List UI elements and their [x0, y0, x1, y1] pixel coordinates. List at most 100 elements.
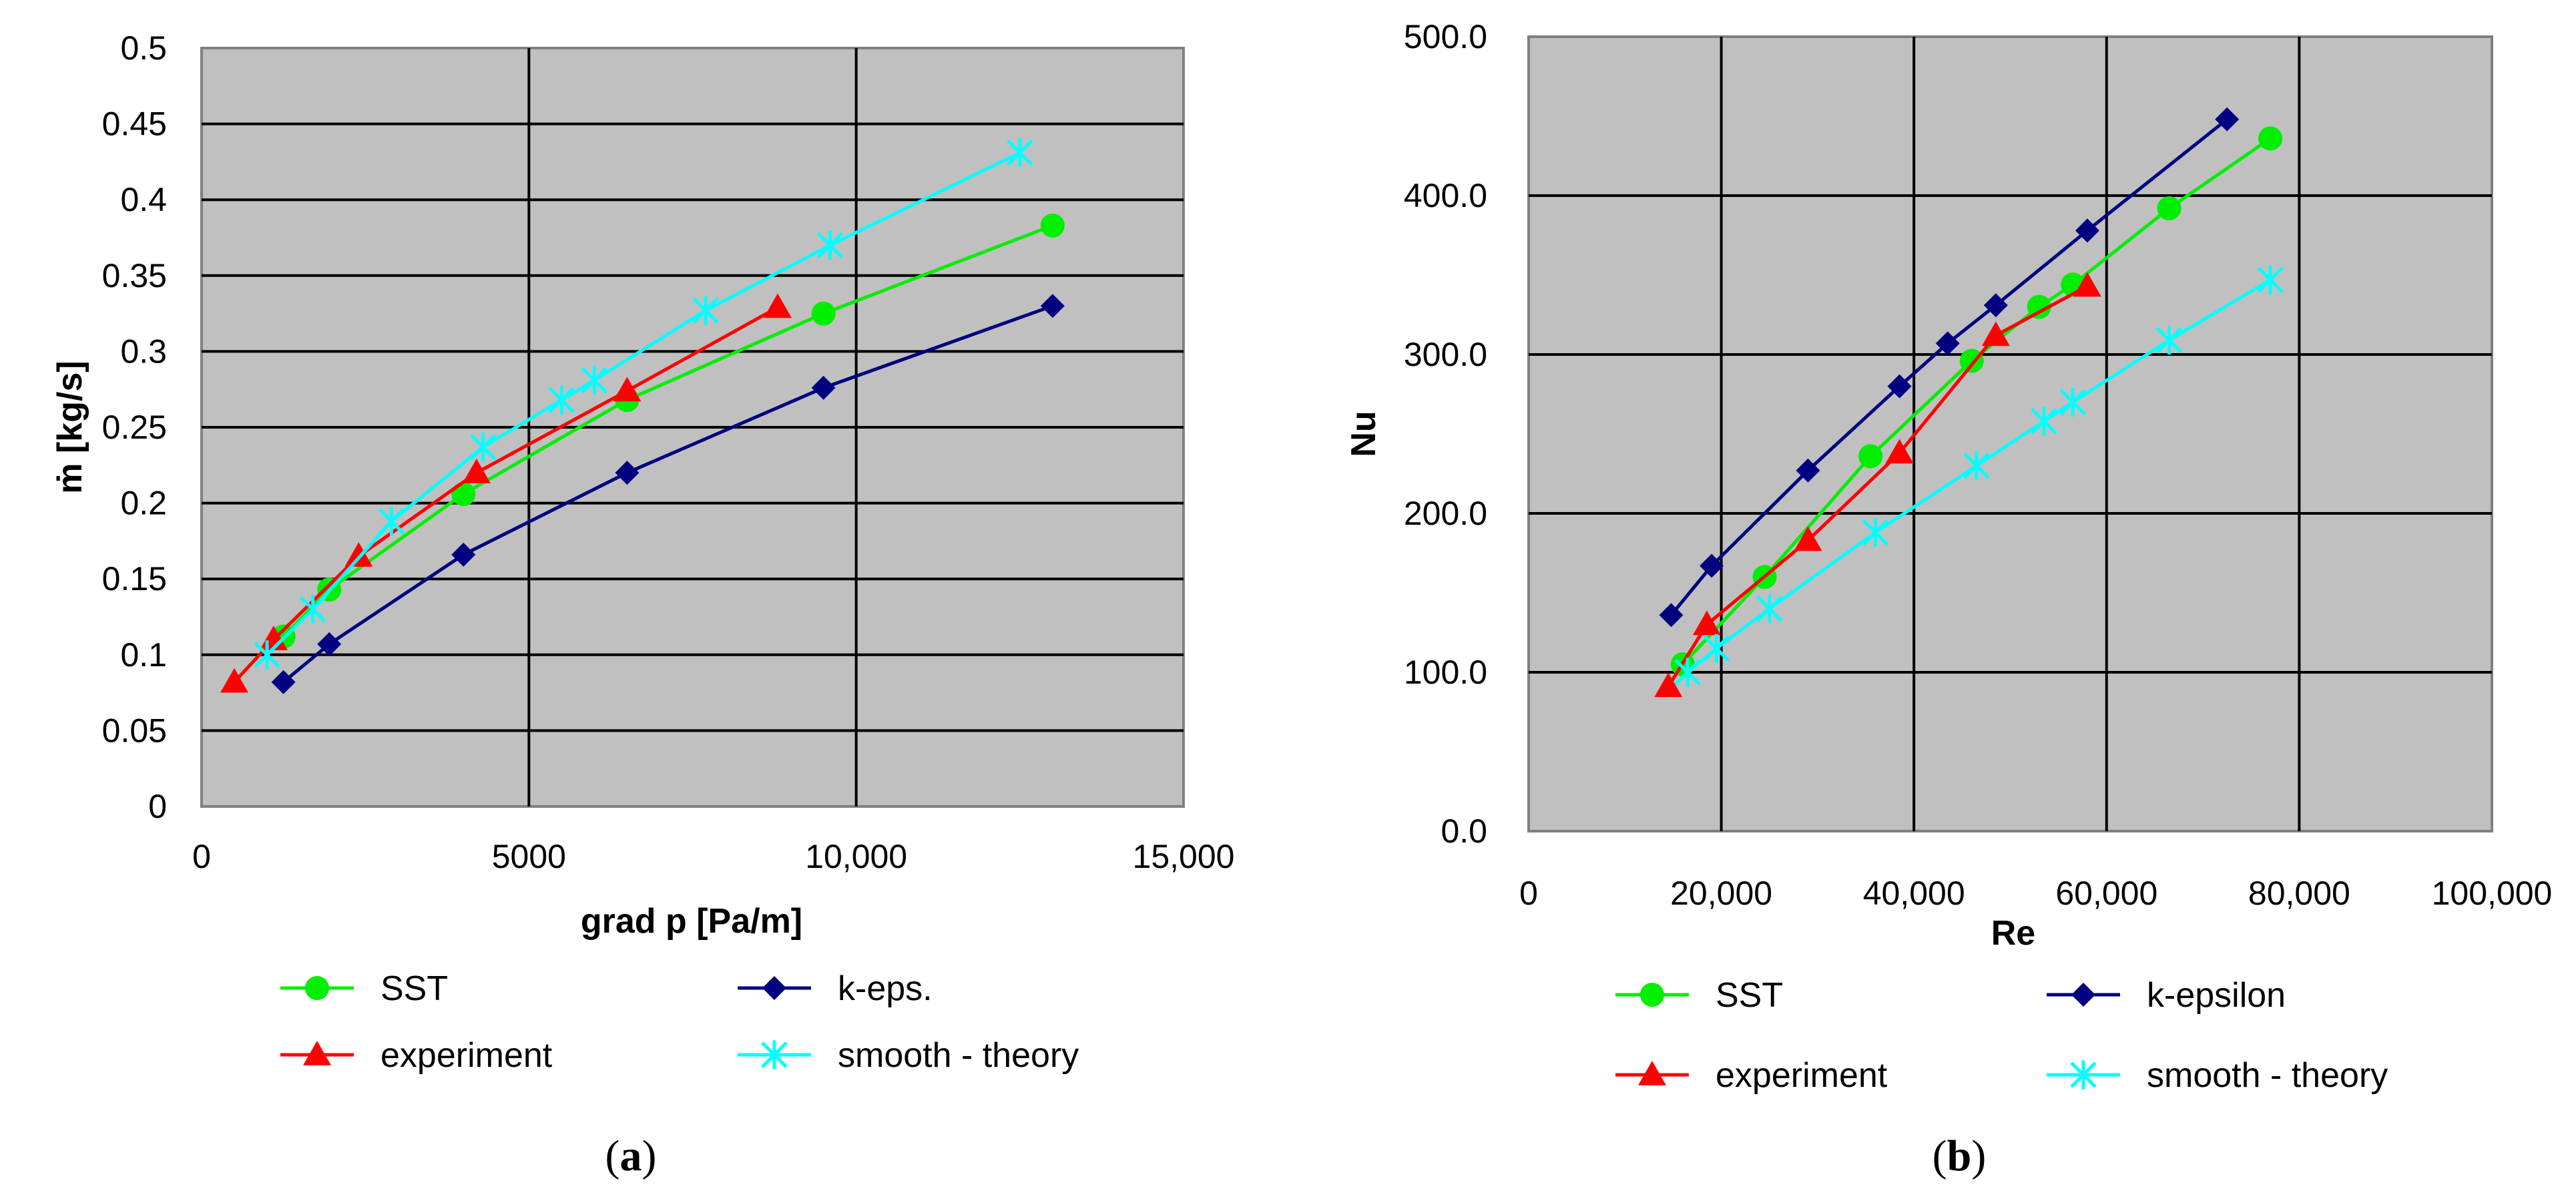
data-point-k-epsilon — [2075, 218, 2099, 243]
data-point-smooth-theory — [1756, 594, 1783, 624]
legend-marker-experiment — [303, 1041, 331, 1065]
panel-letter-b: b — [1947, 1132, 1972, 1180]
panel-label-b: (b) — [1933, 1132, 1987, 1180]
legend-marker-smooth-theory — [761, 1040, 788, 1069]
x-tick-label: 20,000 — [1670, 875, 1772, 912]
legend-label-k-epsilon: k-epsilon — [2147, 976, 2286, 1015]
y-tick-label: 300.0 — [1404, 336, 1487, 373]
y-tick-label: 0 — [148, 788, 167, 825]
legend-item-k-eps: k-eps. — [738, 969, 933, 1008]
legend-item-experiment: experiment — [280, 1036, 553, 1075]
y-tick-label: 400.0 — [1404, 177, 1487, 214]
data-point-sst — [2157, 196, 2181, 221]
data-point-experiment — [1885, 439, 1914, 464]
chart-panel-a: 0 0.05 0.1 0.15 0.2 0.25 0.3 0.35 0.4 0.45 0.5 0 50… — [51, 29, 1234, 1180]
legend-label-sst: SST — [380, 969, 448, 1008]
legend-item-k-epsilon: k-epsilon — [2047, 976, 2286, 1015]
data-point-experiment — [462, 459, 491, 483]
data-point-smooth-theory — [1862, 517, 1889, 547]
data-point-smooth-theory — [816, 230, 844, 260]
series-experiment — [1654, 272, 2101, 698]
data-point-smooth-theory — [2031, 407, 2057, 436]
plot-area-b — [1527, 35, 2493, 832]
data-point-smooth-theory — [378, 507, 405, 536]
data-point-smooth-theory — [1007, 138, 1033, 168]
legend-label-sst: SST — [1716, 976, 1783, 1015]
data-point-sst — [1040, 213, 1065, 238]
data-point-smooth-theory — [299, 595, 326, 624]
y-tick-label: 0.3 — [120, 332, 167, 370]
y-axis-label-a: ṁ [kg/s] — [51, 361, 89, 493]
legend-item-sst: SST — [280, 969, 448, 1008]
data-point-sst — [1959, 348, 1984, 373]
data-point-experiment — [344, 542, 373, 567]
series-k-epsilon — [1659, 107, 2240, 628]
data-point-smooth-theory — [2155, 325, 2183, 355]
legend-item-sst: SST — [1615, 976, 1783, 1015]
data-point-k-eps — [271, 670, 296, 694]
legend-b: SST k-epsilon experiment smooth - theory — [1615, 976, 2388, 1095]
legend-marker-sst — [305, 976, 329, 1000]
data-point-smooth-theory — [2059, 387, 2087, 417]
y-tick-label: 0.5 — [120, 29, 167, 67]
data-point-smooth-theory — [1963, 451, 1990, 481]
data-point-smooth-theory — [548, 385, 575, 415]
legend-marker-experiment — [1638, 1061, 1666, 1086]
x-ticks-b: 0 20,000 40,000 60,000 80,000 100,000 — [1519, 875, 2552, 912]
data-point-experiment — [763, 293, 792, 318]
data-point-sst — [811, 301, 836, 326]
x-tick-label: 10,000 — [805, 838, 907, 875]
x-tick-label: 60,000 — [2055, 875, 2157, 912]
data-point-smooth-theory — [581, 365, 608, 395]
x-tick-label: 80,000 — [2248, 875, 2350, 912]
legend-label-k-eps: k-eps. — [838, 969, 933, 1008]
data-point-k-epsilon — [2215, 107, 2240, 132]
series-line-k-eps — [282, 304, 1053, 684]
y-tick-label: 0.45 — [102, 105, 167, 143]
series-sst — [1670, 126, 2283, 677]
data-point-sst — [1858, 444, 1883, 469]
x-tick-label: 15,000 — [1133, 838, 1235, 875]
series-line-sst — [1682, 137, 2272, 666]
series-line-k-epsilon — [1669, 117, 2228, 616]
data-point-smooth-theory — [2257, 265, 2284, 294]
y-axis-label-b: Nu — [1344, 411, 1383, 457]
data-point-smooth-theory — [254, 640, 280, 670]
data-point-sst — [2258, 126, 2283, 151]
data-point-smooth-theory — [469, 432, 497, 462]
series-smooth-theory — [1674, 265, 2284, 687]
series-layer-a — [220, 138, 1065, 694]
chart-panel-b: 0.0 100.0 200.0 300.0 400.0 500.0 0 20,000 40,0… — [1344, 18, 2552, 1180]
y-ticks-a: 0 0.05 0.1 0.15 0.2 0.25 0.3 0.35 0.4 0.45 0.5 — [102, 29, 167, 825]
legend-marker-k-eps — [762, 976, 786, 1000]
data-point-k-epsilon — [1935, 331, 1960, 356]
x-ticks-a: 0 5000 10,000 15,000 — [192, 838, 1234, 875]
legend-a: SST k-eps. experiment smooth - theory — [280, 969, 1079, 1075]
y-tick-label: 0.4 — [120, 181, 167, 218]
data-point-k-eps — [811, 375, 836, 400]
data-point-experiment — [1654, 672, 1683, 698]
y-tick-label: 0.15 — [102, 560, 167, 597]
y-tick-label: 200.0 — [1404, 495, 1487, 532]
series-k-eps — [271, 294, 1065, 694]
x-axis-label-b: Re — [1991, 914, 2035, 953]
panel-letter-a: a — [620, 1132, 642, 1180]
legend-item-experiment: experiment — [1615, 1056, 1888, 1095]
gridlines-a — [202, 48, 1184, 806]
series-layer-b — [1654, 107, 2284, 698]
series-smooth-theory — [254, 138, 1033, 670]
data-point-experiment — [1692, 610, 1721, 636]
y-tick-label: 500.0 — [1404, 18, 1487, 55]
legend-item-smooth-theory: smooth - theory — [2047, 1056, 2388, 1095]
data-point-smooth-theory — [1674, 658, 1701, 687]
data-point-experiment — [613, 377, 641, 402]
x-axis-label-a: grad p [Pa/m] — [581, 902, 802, 941]
legend-marker-smooth-theory — [2070, 1060, 2097, 1090]
data-point-k-epsilon — [1983, 293, 2008, 318]
data-point-k-epsilon — [1659, 603, 1684, 628]
x-tick-label: 5000 — [492, 838, 566, 875]
x-tick-label: 40,000 — [1863, 875, 1965, 912]
y-tick-label: 0.05 — [102, 712, 167, 749]
legend-marker-k-epsilon — [2071, 983, 2095, 1007]
